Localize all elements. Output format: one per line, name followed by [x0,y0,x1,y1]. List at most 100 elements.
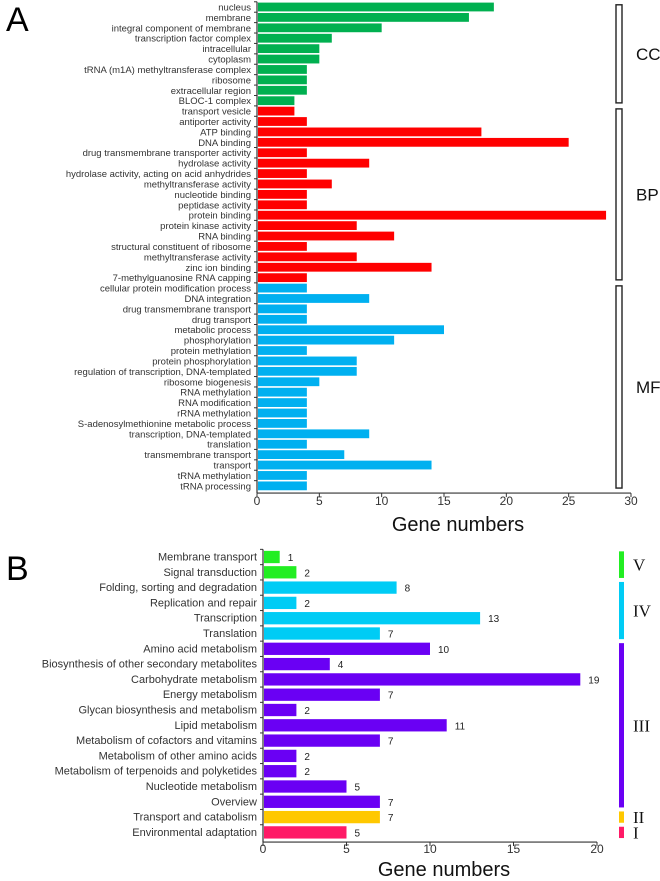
category-label: Lipid metabolism [174,720,257,732]
category-label: integral component of membrane [112,23,251,34]
bar [258,117,307,126]
x-axis-title: Gene numbers [392,514,524,536]
data-label: 2 [304,706,310,717]
bar [258,96,295,106]
bar [258,148,307,158]
bar [258,75,307,85]
data-label: 7 [388,691,394,702]
bar [258,398,307,407]
category-label: tRNA (m1A) methyltransferase complex [84,65,251,76]
bar [258,231,395,241]
category-label: S-adenosylmethionine metabolic process [78,419,251,430]
category-label: hydrolase activity [178,159,251,170]
category-label: metabolic process [174,325,251,336]
category-label: hydrolase activity, acting on acid anhyd… [66,169,251,180]
bar [258,460,432,470]
x-tick-label: 15 [437,494,451,508]
group-bracket [615,108,623,281]
bar [258,23,382,33]
data-label: 13 [488,614,500,625]
bar [258,189,307,199]
data-label: 4 [338,660,344,671]
data-label: 2 [304,599,310,610]
category-label: tRNA processing [180,481,251,492]
group-label: BP [636,185,659,204]
panel-label: B [6,550,29,588]
category-label: transcription factor complex [135,34,251,45]
category-label: Metabolism of other amino acids [99,750,258,762]
group-bracket [615,285,623,489]
group-bar [619,581,624,640]
bar [258,169,307,178]
category-label: phosphorylation [184,336,251,347]
category-label: Transport and catabolism [133,812,257,824]
category-label: membrane [206,13,251,24]
category-label: Biosynthesis of other secondary metaboli… [42,659,258,671]
category-label: Carbohydrate metabolism [131,674,257,686]
bar [258,283,307,293]
category-label: protein phosphorylation [152,356,251,367]
category-label: Signal transduction [163,567,257,579]
bar [258,85,307,95]
bar [258,450,345,460]
category-label: Amino acid metabolism [143,643,257,655]
bar [258,346,307,355]
category-label: cellular protein modification process [100,284,251,295]
bar [258,273,307,283]
data-label: 7 [388,813,394,824]
bar [258,377,320,387]
bar [258,356,357,366]
category-label: ATP binding [200,127,251,138]
category-label: Metabolism of cofactors and vitamins [76,735,257,747]
x-tick-label: 5 [343,842,350,856]
category-label: Translation [203,628,257,640]
category-label: Glycan biosynthesis and metabolism [78,705,257,717]
category-label: rRNA methylation [177,408,251,419]
data-label: 7 [388,630,394,641]
category-label: zinc ion binding [186,263,252,274]
category-label: nucleotide binding [174,190,251,201]
bar [264,612,481,625]
bar [264,642,430,655]
category-label: Overview [211,796,257,808]
group-bar [619,551,624,578]
category-label: protein kinase activity [160,221,251,232]
bar [264,810,380,824]
category-label: methyltransferase activity [144,252,251,263]
group-bar [619,826,624,839]
category-label: DNA binding [198,138,251,149]
bar [258,252,357,262]
bar [258,408,307,418]
x-tick-label: 20 [590,842,604,856]
data-label: 10 [438,645,450,656]
x-tick-label: 30 [624,494,638,508]
bar [258,439,307,449]
data-label: 7 [388,798,394,809]
bar [264,581,397,594]
category-label: ribosome [212,75,251,86]
group-bracket [615,4,623,104]
bar [258,158,370,168]
group-label: I [633,823,639,842]
group-bar [619,643,624,808]
x-tick-label: 25 [562,494,576,508]
category-label: Folding, sorting and degradation [99,582,257,594]
bar [258,13,469,22]
x-tick-label: 10 [423,842,437,856]
data-label: 19 [588,675,600,686]
bar [258,429,370,439]
bar [264,688,380,701]
category-label: RNA modification [178,398,251,409]
category-label: Nucleotide metabolism [146,781,257,793]
group-label: CC [636,45,660,64]
category-label: intracellular [202,44,251,55]
bar [258,221,357,231]
panel-label: A [6,1,29,39]
bar [258,387,307,397]
x-tick-label: 0 [260,842,267,856]
x-tick-label: 20 [500,494,514,508]
category-label: drug transmembrane transport [123,304,252,315]
bar [264,780,347,793]
category-label: drug transport [192,315,252,326]
